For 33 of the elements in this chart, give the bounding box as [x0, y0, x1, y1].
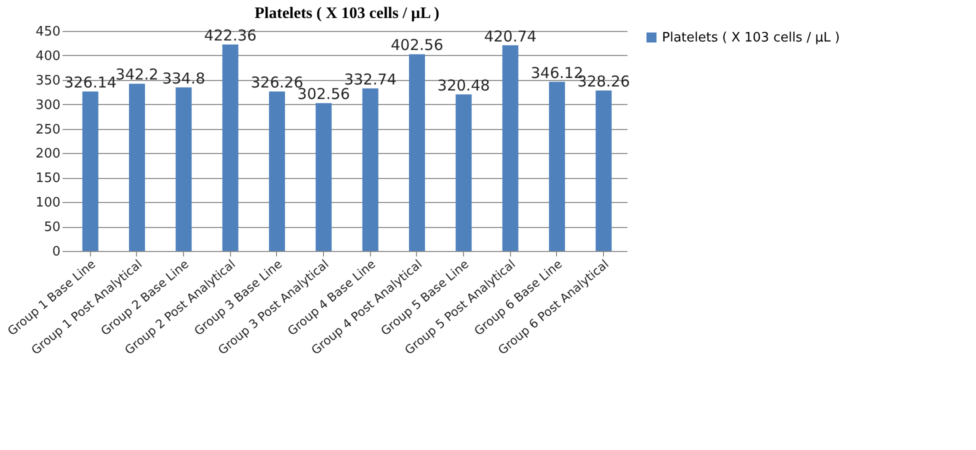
y-tick-label: 0 [52, 244, 60, 260]
data-label: 326.14 [64, 74, 117, 92]
bar [362, 88, 378, 251]
bar [502, 45, 518, 251]
bar [176, 87, 192, 251]
y-tick-label: 150 [36, 171, 60, 186]
y-tick-label: 300 [36, 98, 60, 113]
bar [409, 54, 425, 251]
bar [596, 90, 612, 251]
y-tick-label: 350 [36, 73, 60, 88]
bar [82, 92, 98, 251]
bar [129, 84, 145, 251]
data-label: 332.74 [344, 70, 397, 88]
data-label: 420.74 [484, 27, 537, 46]
bar [549, 82, 565, 251]
legend-label: Platelets ( X 103 cells / µL ) [662, 30, 840, 46]
y-tick-label: 400 [36, 48, 60, 64]
data-label: 342.2 [116, 66, 158, 84]
data-label: 320.48 [437, 76, 490, 94]
y-tick-label: 100 [36, 196, 60, 211]
data-label: 326.26 [250, 73, 304, 92]
y-tick-label: 50 [44, 220, 60, 236]
y-tick-label: 250 [36, 122, 60, 138]
y-tick-label: 200 [36, 146, 60, 162]
data-label: 334.8 [162, 69, 206, 88]
bar [222, 44, 238, 251]
bar [269, 91, 285, 251]
y-tick-label: 450 [36, 24, 60, 40]
data-label: 402.56 [390, 36, 444, 54]
chart-title: Platelets ( X 103 cells / µL ) [254, 5, 440, 22]
data-label: 422.36 [204, 26, 257, 45]
bar [456, 94, 472, 251]
bar [316, 103, 332, 251]
